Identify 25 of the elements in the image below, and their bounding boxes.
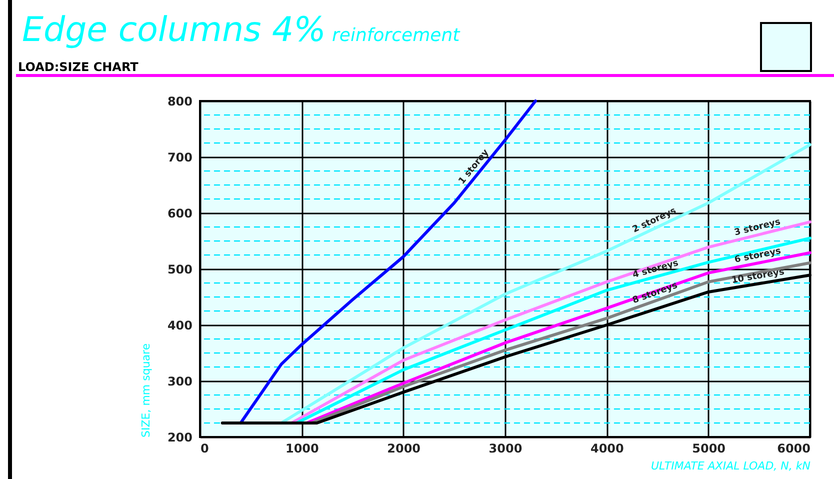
x-tick-label: 1000 — [285, 442, 319, 456]
x-tick-label: 3000 — [488, 442, 522, 456]
chart-subtitle: reinforcement — [332, 25, 460, 46]
chart-title: Edge columns 4% — [22, 10, 326, 50]
x-axis-title: ULTIMATE AXIAL LOAD, N, kN — [651, 460, 810, 472]
x-tick-label: 6000 — [777, 442, 810, 456]
y-tick-label: 600 — [167, 206, 192, 220]
y-tick-label: 800 — [167, 94, 192, 108]
text: 3 storeys — [733, 217, 782, 238]
y-tick-label: 400 — [167, 318, 192, 332]
text: 6 storeys — [734, 246, 782, 266]
x-tick-label: 0 — [200, 442, 209, 456]
x-tick-label: 4000 — [590, 442, 624, 456]
text: 10 storeys — [730, 267, 786, 286]
x-tick-label: 2000 — [387, 442, 421, 456]
line-series — [239, 100, 537, 424]
y-tick-label: 500 — [167, 262, 192, 276]
line-series — [280, 143, 812, 424]
y-axis-title: SIZE, mm square — [139, 343, 152, 438]
y-tick-label: 200 — [167, 430, 192, 444]
x-tick-label: 5000 — [692, 442, 726, 456]
y-tick-label: 700 — [167, 150, 192, 164]
text: 4 storeys — [632, 258, 680, 281]
text: LOAD:SIZE CHART — [18, 60, 138, 74]
y-tick-label: 300 — [167, 374, 192, 388]
